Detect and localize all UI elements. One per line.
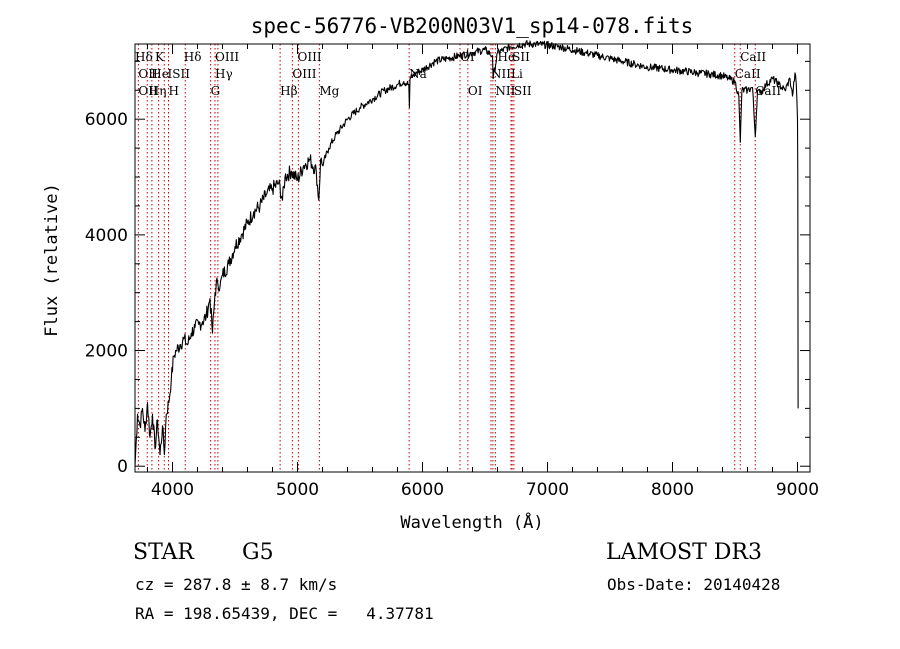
y-tick-label: 6000	[85, 110, 128, 130]
x-tick-label: 7000	[526, 480, 569, 500]
line-label: Mg	[319, 84, 339, 98]
object-subclass: G5	[242, 540, 274, 565]
y-tick-label: 0	[117, 457, 128, 477]
line-label: OIII	[298, 50, 322, 64]
y-tick-labels: 0 2000 4000 6000	[85, 110, 128, 477]
plot-frame	[134, 43, 811, 473]
redshift-velocity: cz = 287.8 ± 8.7 km/s	[135, 575, 338, 594]
line-label: CaII	[740, 50, 766, 64]
line-label: He	[151, 67, 169, 81]
x-axis-label: Wavelength (Å)	[400, 511, 543, 533]
line-label: Hη	[149, 84, 167, 98]
line-label: OI	[468, 84, 483, 98]
line-label: Hα	[498, 50, 517, 64]
spectrum-line	[134, 40, 799, 467]
line-label: Hδ	[135, 50, 153, 64]
line-label: NII	[495, 84, 515, 98]
emission-line-markers	[137, 44, 756, 472]
x-tick-label: 5000	[276, 480, 319, 500]
spectrum-series	[134, 40, 799, 467]
object-class: STAR	[133, 540, 194, 565]
y-tick-label: 4000	[85, 226, 128, 246]
line-label: SII	[514, 84, 532, 98]
line-label: OIII	[292, 67, 316, 81]
line-label: Hγ	[215, 67, 233, 81]
y-axis-label: Flux (relative)	[42, 183, 62, 337]
x-tick-labels: 4000 5000 6000 7000 8000 9000	[151, 480, 819, 500]
line-label: Hβ	[280, 84, 297, 98]
line-label: ISII	[168, 67, 191, 81]
chart-title: spec-56776-VB200N03V1_sp14-078.fits	[251, 14, 694, 38]
line-label: OIII	[215, 50, 239, 64]
survey-name: LAMOST DR3	[606, 540, 762, 565]
line-label: NII	[491, 67, 511, 81]
line-label: H	[169, 84, 179, 98]
line-label: SII	[512, 50, 530, 64]
x-tick-label: 8000	[651, 480, 694, 500]
line-label: OII	[138, 84, 158, 98]
line-label: G	[211, 84, 221, 98]
x-tick-label: 4000	[151, 480, 194, 500]
line-label: K	[155, 50, 165, 64]
line-label: CaII	[735, 67, 761, 81]
x-tick-label: 9000	[776, 480, 819, 500]
x-tick-label: 6000	[401, 480, 444, 500]
line-label: Li	[511, 67, 523, 81]
plot-axes	[134, 43, 811, 473]
sky-coordinates: RA = 198.65439, DEC = 4.37781	[135, 604, 434, 623]
line-label: Hδ	[184, 50, 202, 64]
line-label: OII	[138, 67, 158, 81]
y-tick-label: 2000	[85, 342, 128, 362]
observation-date: Obs-Date: 20140428	[607, 575, 781, 594]
